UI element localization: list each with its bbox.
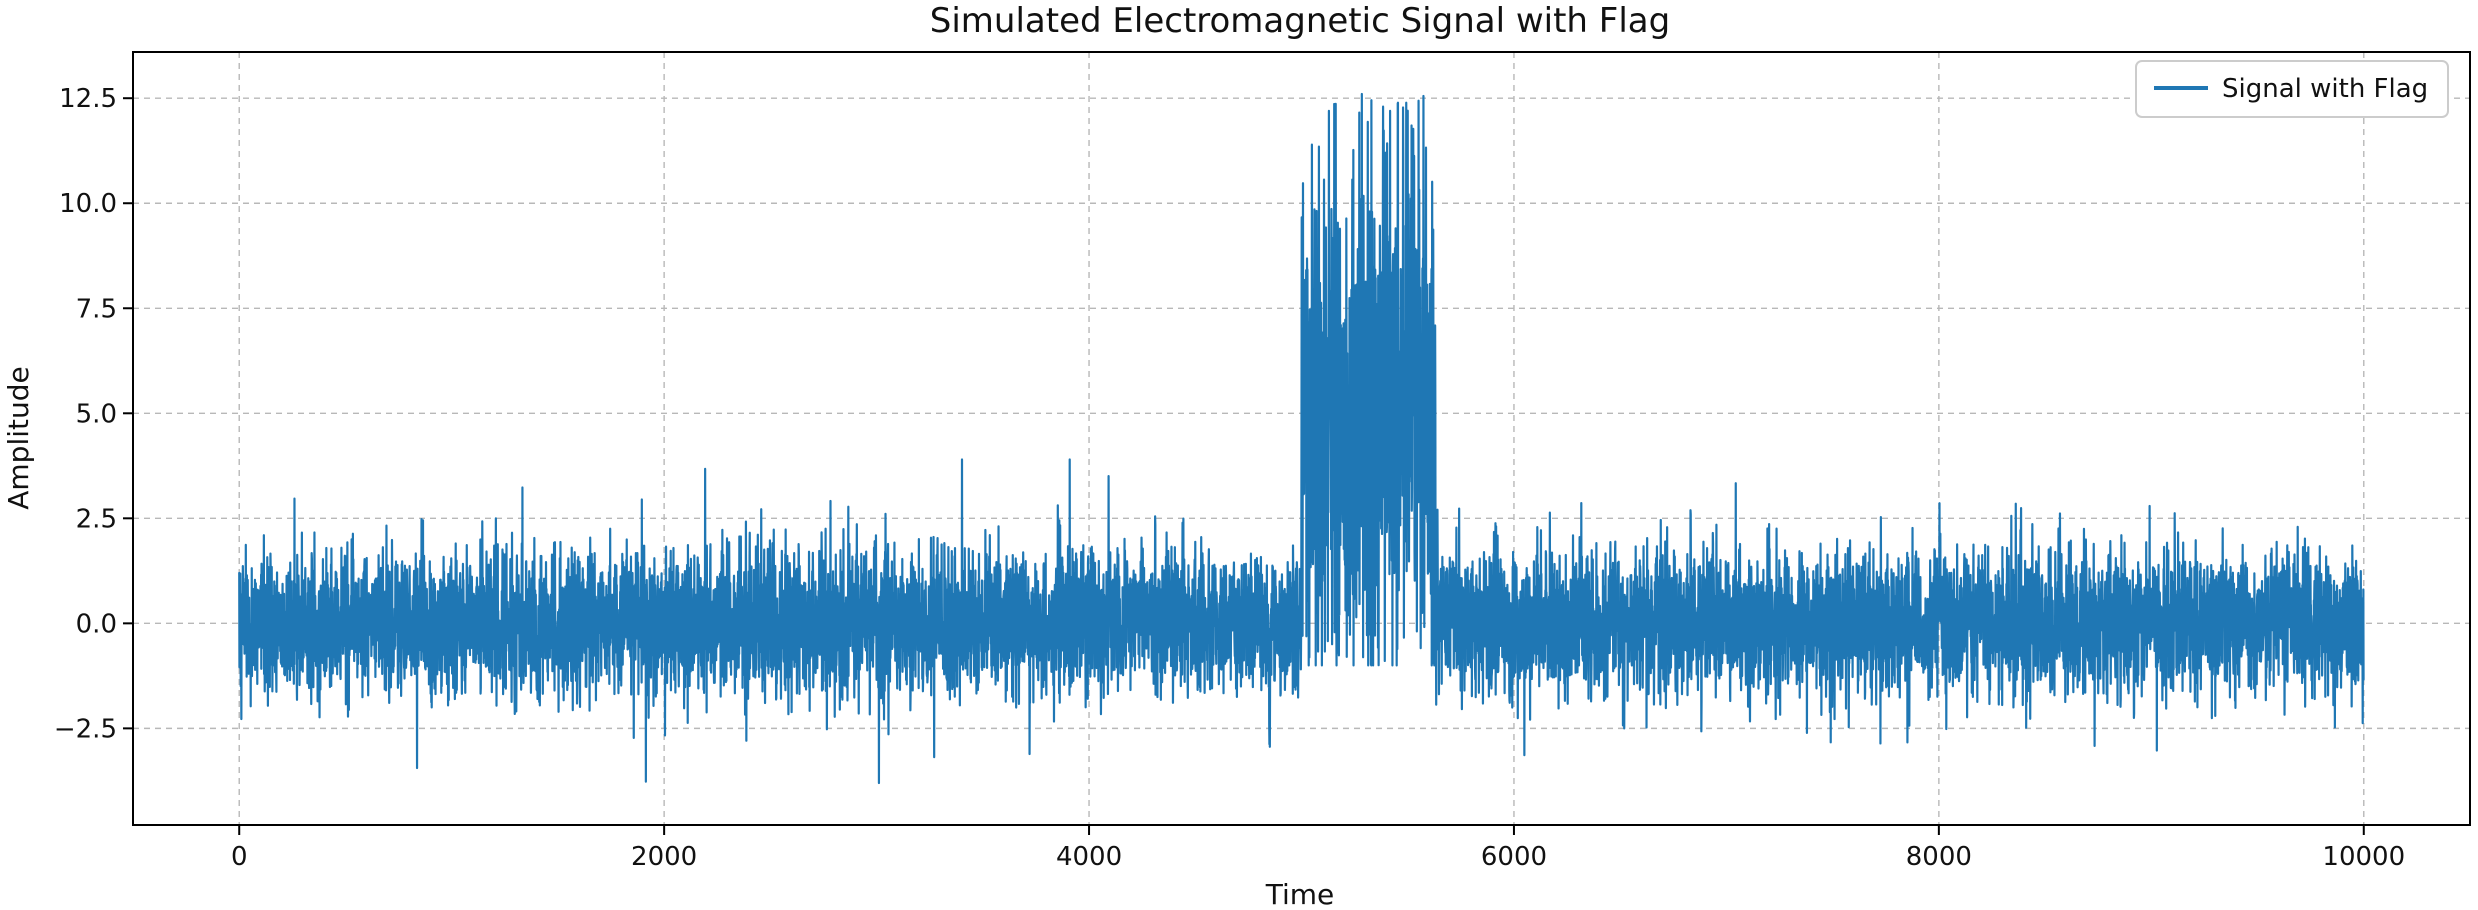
- signal-with-flag-series: [238, 92, 2365, 785]
- y-tick-label: 5.0: [76, 399, 117, 429]
- legend-box: [2135, 60, 2449, 118]
- y-tick-label: 12.5: [59, 84, 117, 114]
- legend-layer: Signal with Flag: [2135, 60, 2449, 118]
- x-tick-label: 10000: [2322, 842, 2405, 872]
- y-tick-label: 7.5: [76, 294, 117, 324]
- legend-series-label: Signal with Flag: [2222, 74, 2428, 104]
- y-tick-label: 10.0: [59, 189, 117, 219]
- y-tick-label: 0.0: [76, 609, 117, 639]
- y-tick-label: −2.5: [54, 714, 117, 744]
- x-tick-label: 4000: [1056, 842, 1122, 872]
- plot-frame: [132, 51, 2471, 826]
- chart-title: Simulated Electromagnetic Signal with Fl…: [930, 1, 1670, 41]
- x-tick-label: 8000: [1906, 842, 1972, 872]
- x-axis-label: Time: [1265, 878, 1335, 910]
- y-axis-label: Amplitude: [2, 366, 35, 510]
- x-tick-label: 0: [231, 842, 248, 872]
- y-tick-label: 2.5: [76, 504, 117, 534]
- series-layer: [238, 92, 2365, 785]
- tick-layer: 0 2000 4000 6000 8000 10000 −2.5 0.0 2.5 5.0 7.5 10…: [54, 84, 2405, 872]
- x-tick-label: 6000: [1481, 842, 1547, 872]
- x-tick-label: 2000: [631, 842, 697, 872]
